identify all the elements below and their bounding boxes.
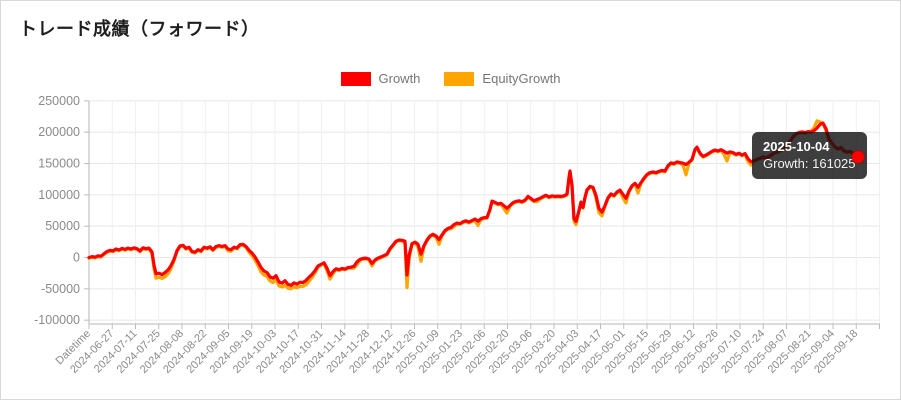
tooltip-date: 2025-10-04: [763, 139, 830, 154]
y-axis-label: 0: [73, 251, 80, 265]
equitygrowth-legend-swatch: [444, 71, 475, 86]
chart-tooltip: 2025-10-04 Growth: 161025: [752, 132, 867, 179]
legend-item-growth[interactable]: Growth: [340, 71, 421, 86]
y-axis-label: 50000: [45, 219, 80, 233]
hover-point-marker[interactable]: [852, 151, 864, 163]
legend-label: EquityGrowth: [482, 71, 561, 86]
growth-legend-swatch: [340, 71, 371, 86]
tooltip-value: Growth: 161025: [763, 156, 856, 171]
legend-item-equitygrowth[interactable]: EquityGrowth: [444, 71, 560, 86]
y-axis-label: 150000: [38, 157, 80, 171]
y-axis-label: -100000: [34, 313, 80, 327]
y-axis-label: 100000: [38, 188, 80, 202]
y-axis-label: 200000: [38, 125, 80, 139]
y-axis-label: -50000: [41, 282, 80, 296]
y-axis-label: 250000: [38, 94, 80, 108]
legend-label: Growth: [378, 71, 421, 86]
chart-legend: Growth EquityGrowth: [1, 71, 900, 86]
page-title: トレード成績（フォワード）: [19, 19, 260, 39]
equitygrowth-line[interactable]: [87, 119, 860, 291]
growth-line[interactable]: [87, 121, 860, 287]
